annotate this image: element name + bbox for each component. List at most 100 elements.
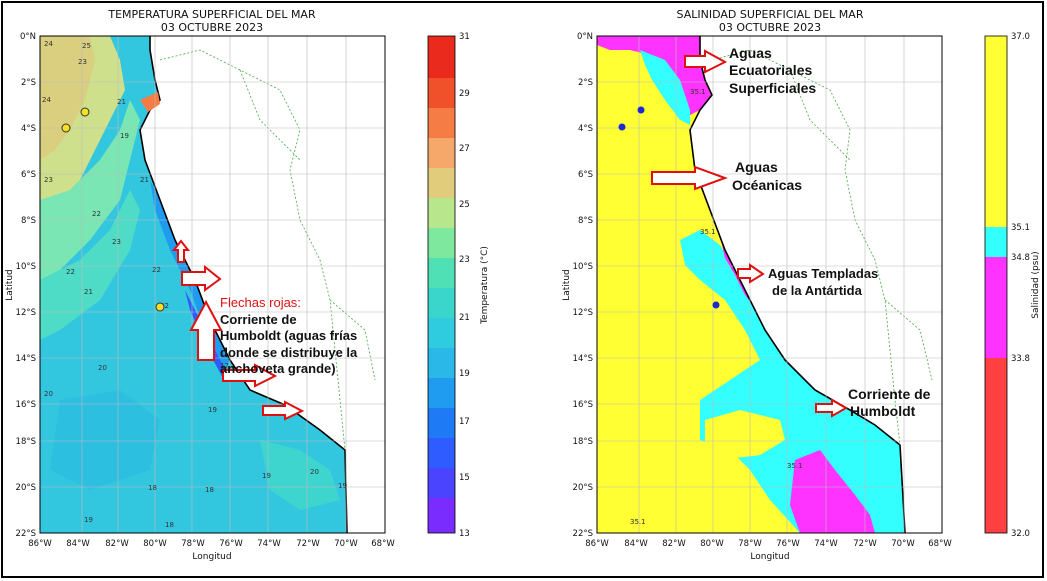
land (690, 36, 942, 533)
contour-label: 35.1 (787, 462, 803, 470)
lat-tick: 14°S (16, 354, 36, 364)
contour-label: 21 (117, 98, 126, 106)
contour-label: 21 (84, 288, 93, 296)
cbar-tick: 17 (459, 417, 470, 427)
lon-tick: 86°W (585, 539, 609, 549)
contour-label: 23 (112, 238, 121, 246)
lon-tick: 84°W (66, 539, 90, 549)
sst-south-patch2 (260, 440, 340, 510)
station-marker (637, 106, 645, 114)
contour-label: 19 (84, 516, 93, 524)
lat-tick: 0°N (20, 32, 36, 42)
lat-tick: 12°S (573, 308, 593, 318)
lat-tick: 8°S (21, 216, 36, 226)
lon-tick: 84°W (624, 539, 648, 549)
sst-colorbar-label: Temperatura (°C) (480, 246, 490, 325)
arrow-up-big (189, 299, 223, 361)
contour-label: 22 (152, 266, 161, 274)
sst-map: 24 25 23 21 24 19 23 22 23 22 21 22 21 2… (5, 8, 490, 562)
lon-tick: 78°W (181, 539, 205, 549)
station-marker (61, 123, 71, 133)
cbar-tick: 31 (459, 32, 470, 42)
sal-south-magenta (790, 450, 875, 533)
sal-grid (597, 36, 942, 533)
contour-label: 35.1 (630, 518, 646, 526)
contour-label: 20 (98, 364, 107, 372)
salinity-map: 35.1 35.1 35.1 35.1 Aguas Ecuatoriales S… (562, 8, 1041, 562)
sst-warmer-zone (40, 36, 95, 160)
cbar-tick: 13 (459, 529, 470, 539)
sst-mid2-zone (40, 190, 140, 340)
sal-contour-labels: 35.1 35.1 35.1 35.1 (630, 88, 803, 526)
lat-tick: 20°S (573, 483, 593, 493)
cbar-tick: 37.0 (1011, 32, 1030, 42)
humboldt-arrows (171, 239, 305, 421)
cbar-tick: 23 (459, 255, 470, 265)
station-marker (712, 301, 720, 309)
contour-label: 18 (205, 486, 214, 494)
sst-grid (40, 36, 385, 533)
sal-colorbar: 37.0 35.1 34.8 33.8 32.0 Salinidad (psu) (984, 32, 1041, 539)
contour-label: 21 (140, 176, 149, 184)
lat-tick: 22°S (16, 529, 36, 539)
lat-tick: 8°S (578, 216, 593, 226)
lat-tick: 0°N (577, 32, 593, 42)
contour-label: 19 (262, 472, 271, 480)
lat-tick: 6°S (578, 170, 593, 180)
contour-label: 18 (148, 484, 157, 492)
contour-label: 19 (120, 132, 129, 140)
lat-tick: 4°S (578, 124, 593, 134)
contour-label: 19 (338, 482, 347, 490)
arrow-right-3 (262, 400, 305, 421)
lat-tick: 18°S (573, 437, 593, 447)
contour-label: 25 (82, 42, 91, 50)
arrow-oceanicas (651, 165, 728, 191)
label-oceanicas: Aguas (735, 159, 778, 175)
country-border (711, 49, 933, 446)
arrow-right-2 (222, 363, 278, 388)
label-templadas: Aguas Templadas (768, 266, 878, 281)
contour-label: 19 (208, 406, 217, 414)
annotation-line: Corriente de (220, 312, 297, 327)
lon-tick: 86°W (28, 539, 52, 549)
label-ecuatoriales: Ecuatoriales (729, 62, 812, 78)
lon-tick: 80°W (143, 539, 167, 549)
sst-ylabel: Latitud (5, 269, 15, 301)
coastline (689, 36, 906, 533)
annotation-line: anchoveta grande) (220, 361, 336, 376)
lat-tick: 10°S (16, 262, 36, 272)
cbar-tick: 19 (459, 369, 470, 379)
lat-tick: 14°S (573, 354, 593, 364)
annotation-line: donde se distribuye la (220, 345, 358, 360)
contour-label: 35.1 (690, 88, 706, 96)
sal-lon-ticks: 86°W 84°W 82°W 80°W 78°W 76°W 74°W 72°W … (585, 539, 952, 549)
sal-subtitle: 03 OCTUBRE 2023 (719, 21, 821, 34)
country-border (159, 49, 376, 451)
water-mass-arrows (651, 49, 849, 418)
arrow-humboldt (815, 398, 849, 418)
sal-xlabel: Longitud (750, 552, 789, 562)
label-ecuatoriales: Aguas (729, 45, 772, 61)
label-ecuatoriales: Superficiales (729, 80, 816, 96)
sal-coastal-cyan (680, 230, 905, 533)
lat-tick: 20°S (16, 483, 36, 493)
sst-contour-labels: 24 25 23 21 24 19 23 22 23 22 21 22 21 2… (42, 40, 347, 529)
contour-label: 35.1 (700, 228, 716, 236)
arrow-right-1 (181, 264, 222, 292)
station-marker (618, 123, 626, 131)
lon-tick: 78°W (738, 539, 762, 549)
lat-tick: 16°S (573, 400, 593, 410)
cbar-tick: 35.1 (1011, 223, 1030, 233)
arrow-templadas (737, 263, 765, 284)
sst-south-patch (50, 390, 160, 490)
lon-tick: 82°W (662, 539, 686, 549)
land (140, 36, 385, 533)
label-oceanicas: Océanicas (732, 177, 802, 193)
contour-label: 20 (310, 468, 319, 476)
contour-label: 22 (160, 302, 169, 310)
annotation-red-label: Flechas rojas: (220, 295, 301, 310)
lat-tick: 4°S (21, 124, 36, 134)
sst-axes-frame (39, 35, 386, 534)
sst-colorbar: 31 29 27 25 23 21 19 17 15 13 Temperatur… (427, 32, 490, 539)
contour-label: 22 (66, 268, 75, 276)
